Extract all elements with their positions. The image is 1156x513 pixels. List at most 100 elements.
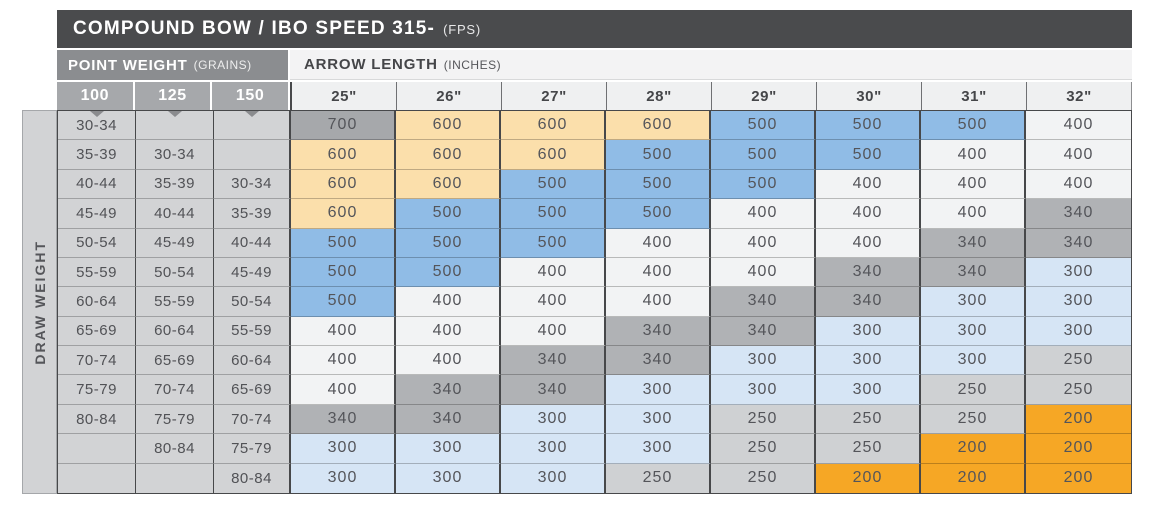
spine-cell: 400 [1026,169,1131,200]
point-weight-header-cell: 150 [212,82,289,110]
spine-cell: 400 [711,199,816,229]
arrow-length-header-cell: 27" [501,82,606,110]
draw-weight-cell [58,463,136,493]
spine-cell: 500 [501,199,606,229]
draw-weight-cell [58,434,136,464]
spine-cell: 300 [396,434,501,464]
spine-cell: 250 [711,404,816,435]
spine-grid: 30-34 700 600 600 600 500 500 500 400 35-39 30-34 6… [57,110,1132,494]
draw-weight-cell: 60-64 [136,316,214,347]
spine-cell: 300 [291,463,396,493]
chart-title: COMPOUND BOW / IBO SPEED 315- [73,18,436,39]
spine-cell: 340 [606,316,711,347]
arrow-length-band: ARROW LENGTH (INCHES) [290,50,1132,80]
spine-cell: 500 [291,257,396,288]
draw-weight-cell: 70-74 [58,346,136,376]
spine-cell: 300 [606,375,711,405]
point-weight-label: POINT WEIGHT [68,56,188,74]
draw-weight-cell: 65-69 [58,316,136,347]
draw-weight-cell: 80-84 [136,434,214,464]
spine-cell: 250 [606,463,711,493]
spine-cell: 400 [1026,111,1131,141]
spine-cell: 400 [606,228,711,258]
draw-weight-cell: 50-54 [136,257,214,288]
arrow-length-header-cell: 25" [292,82,396,110]
point-weight-header-cell: 100 [57,82,133,110]
spine-cell: 340 [291,404,396,435]
spine-cell: 250 [921,404,1026,435]
spine-cell: 300 [921,287,1026,317]
arrow-length-label: ARROW LENGTH [304,56,438,73]
spine-cell: 600 [501,140,606,170]
spine-cell: 400 [606,257,711,288]
arrow-length-header-cell: 29" [711,82,816,110]
arrow-length-column-headers: 25" 26" 27" 28" 29" 30" 31" 32" [290,82,1132,110]
arrow-length-header-cell: 26" [396,82,501,110]
spine-cell: 500 [606,140,711,170]
spine-cell: 500 [396,228,501,258]
arrow-length-header-cell: 28" [606,82,711,110]
spine-cell: 340 [1026,199,1131,229]
spine-cell: 300 [816,346,921,376]
draw-weight-cell: 50-54 [58,228,136,258]
draw-weight-cell: 40-44 [214,228,291,258]
spine-cell: 600 [396,140,501,170]
spine-cell: 300 [921,316,1026,347]
spine-cell: 300 [711,346,816,376]
spine-cell: 300 [291,434,396,464]
spine-cell: 400 [501,287,606,317]
spine-cell: 340 [396,375,501,405]
draw-weight-axis: DRAW WEIGHT [22,110,57,494]
spine-cell: 600 [606,111,711,141]
spine-cell: 200 [1026,404,1131,435]
spine-cell: 400 [711,228,816,258]
spine-cell: 500 [711,111,816,141]
spine-cell: 300 [711,375,816,405]
spine-cell: 200 [816,463,921,493]
spine-cell: 300 [501,463,606,493]
column-pointer-icon [244,111,259,117]
arrow-length-header-cell: 32" [1026,82,1131,110]
spine-cell: 300 [1026,257,1131,288]
spine-cell: 400 [501,316,606,347]
spine-cell: 340 [501,375,606,405]
spine-cell: 600 [291,140,396,170]
draw-weight-cell: 30-34 [58,111,136,141]
draw-weight-cell: 45-49 [58,199,136,229]
draw-weight-cell: 35-39 [136,169,214,200]
point-weight-header-cell: 125 [134,82,211,110]
draw-weight-cell: 55-59 [136,287,214,317]
spine-cell: 300 [1026,316,1131,347]
spine-cell: 400 [396,346,501,376]
spine-cell: 250 [816,434,921,464]
spine-cell: 250 [711,463,816,493]
spine-cell: 340 [1026,228,1131,258]
draw-weight-cell: 75-79 [136,404,214,435]
spine-cell: 250 [921,375,1026,405]
spine-cell: 500 [291,287,396,317]
chart-title-bar: COMPOUND BOW / IBO SPEED 315- (FPS) [57,10,1132,48]
draw-weight-cell: 35-39 [58,140,136,170]
draw-weight-cell: 75-79 [214,434,291,464]
draw-weight-cell: 30-34 [214,169,291,200]
spine-cell: 500 [816,111,921,141]
spine-cell: 340 [816,257,921,288]
draw-weight-cell: 60-64 [214,346,291,376]
arrow-length-unit: (INCHES) [443,57,502,72]
spine-cell: 250 [816,404,921,435]
column-pointer-icon [167,111,182,117]
spine-cell: 500 [921,111,1026,141]
spine-cell: 500 [501,169,606,200]
draw-weight-cell [214,111,291,141]
chart-title-unit: (FPS) [443,21,482,37]
spine-cell: 340 [921,228,1026,258]
draw-weight-axis-label: DRAW WEIGHT [31,239,48,365]
draw-weight-cell [136,463,214,493]
draw-weight-cell: 40-44 [58,169,136,200]
spine-cell: 400 [396,287,501,317]
draw-weight-cell: 80-84 [214,463,291,493]
spine-cell: 300 [501,404,606,435]
spine-cell: 400 [816,199,921,229]
spine-cell: 200 [921,434,1026,464]
